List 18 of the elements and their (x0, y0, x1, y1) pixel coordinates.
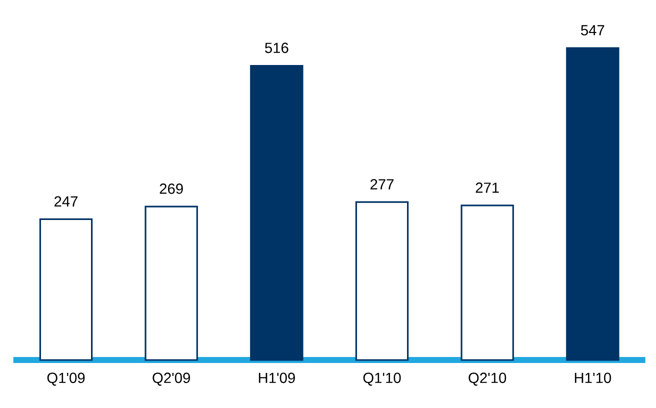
x-tick-label: H1'09 (258, 372, 295, 384)
x-tick-label: H1'10 (574, 372, 612, 384)
data-label: 247 (54, 196, 78, 206)
bar (355, 201, 409, 361)
x-tick-label: Q1'09 (47, 372, 85, 386)
data-label: 269 (160, 184, 183, 194)
x-tick-label: Q1'10 (363, 372, 401, 386)
bar (566, 47, 620, 361)
bar (250, 64, 304, 361)
bar (39, 218, 93, 361)
x-tick-label: Q2'10 (468, 372, 506, 386)
x-tick-label: Q2'09 (152, 372, 190, 386)
bar (460, 204, 514, 361)
data-label: 547 (581, 25, 604, 36)
data-label: 271 (476, 182, 499, 193)
data-label: 516 (265, 42, 288, 54)
data-label: 277 (370, 179, 394, 190)
bar (144, 206, 198, 361)
